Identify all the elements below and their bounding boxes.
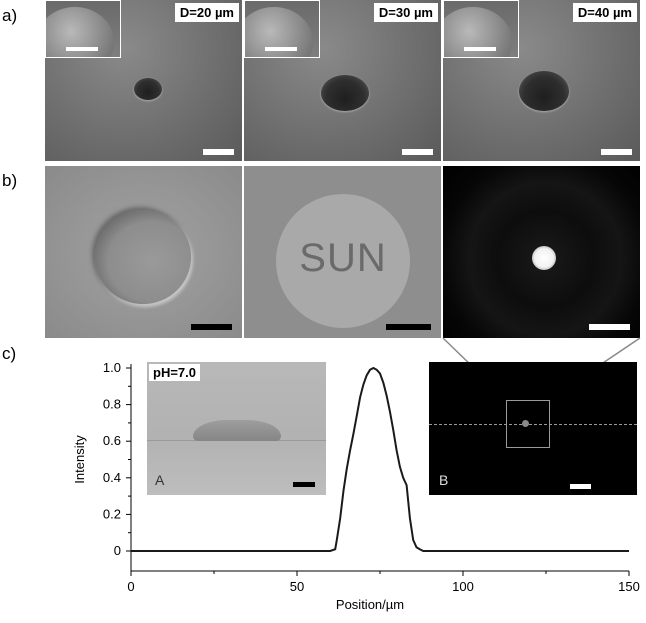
intensity-curve bbox=[131, 366, 629, 552]
zoom-box bbox=[506, 400, 550, 448]
sem-image-d30: D=30 µm bbox=[244, 0, 441, 161]
diameter-label-d30: D=30 µm bbox=[373, 3, 438, 22]
diameter-label-d20: D=20 µm bbox=[174, 3, 239, 22]
fluorescent-dot bbox=[522, 420, 529, 427]
x-tick-label: 100 bbox=[452, 579, 474, 594]
scale-bar bbox=[191, 324, 232, 330]
x-tick-label: 0 bbox=[127, 579, 134, 594]
y-tick-label: 0.2 bbox=[103, 506, 121, 521]
sem-inset-d30 bbox=[244, 0, 320, 58]
ph-label: pH=7.0 bbox=[149, 364, 200, 381]
x-axis-label: Position/µm bbox=[336, 597, 404, 612]
panel-label-c: c) bbox=[2, 344, 17, 363]
y-tick-label: 1.0 bbox=[103, 360, 121, 375]
scale-bar bbox=[402, 149, 433, 155]
scale-bar bbox=[386, 324, 431, 330]
panel-label-a: a) bbox=[2, 6, 18, 25]
optical-image-sun: SUN bbox=[244, 166, 441, 338]
y-tick-label: 0.6 bbox=[103, 433, 121, 448]
scale-bar bbox=[570, 484, 591, 489]
inset-scale-bar bbox=[66, 47, 98, 51]
inset-scale-bar bbox=[265, 47, 297, 51]
inset-scale-bar bbox=[464, 47, 496, 51]
sem-image-d20: D=20 µm bbox=[45, 0, 242, 161]
dashed-profile-line bbox=[429, 424, 637, 425]
diameter-label-d40: D=40 µm bbox=[572, 3, 637, 22]
droplet-profile bbox=[193, 420, 281, 441]
sun-text: SUN bbox=[299, 236, 387, 280]
microwell-d20 bbox=[134, 78, 162, 100]
inset-b-fluorescence: B bbox=[429, 362, 637, 495]
x-tick-label: 150 bbox=[618, 579, 640, 594]
y-tick-label: 0.8 bbox=[103, 397, 121, 412]
y-tick-label: 0.4 bbox=[103, 470, 121, 485]
y-axis-label: Intensity bbox=[72, 435, 87, 484]
microwell-3d bbox=[95, 210, 191, 304]
fluorescence-image bbox=[443, 166, 640, 338]
inset-b-letter: B bbox=[439, 472, 449, 488]
inset-a-letter: A bbox=[155, 472, 165, 488]
optical-image-well bbox=[45, 166, 242, 338]
sem-inset-d40 bbox=[443, 0, 519, 58]
panel-label-b: b) bbox=[2, 171, 18, 190]
y-tick-label: 0 bbox=[114, 543, 121, 558]
scale-bar bbox=[601, 149, 632, 155]
sem-inset-d20 bbox=[45, 0, 121, 58]
microwell-d30 bbox=[321, 75, 369, 111]
scale-bar bbox=[203, 149, 234, 155]
chart-plot-area: 0 0.2 0.4 0.6 0.8 1.0 0 50 100 150 Position/µm Inte… bbox=[72, 360, 640, 612]
scale-bar bbox=[293, 482, 315, 487]
x-tick-label: 50 bbox=[290, 579, 304, 594]
microwell-d40 bbox=[519, 71, 569, 111]
scale-bar bbox=[589, 324, 630, 330]
sem-image-d40: D=40 µm bbox=[443, 0, 640, 161]
patterned-disc bbox=[276, 194, 410, 328]
inset-a-side-view: pH=7.0 A bbox=[147, 362, 326, 495]
fluorescent-spot bbox=[532, 246, 556, 270]
intensity-profile-chart: 0 0.2 0.4 0.6 0.8 1.0 0 50 100 150 Position/µm Inte… bbox=[72, 360, 640, 612]
